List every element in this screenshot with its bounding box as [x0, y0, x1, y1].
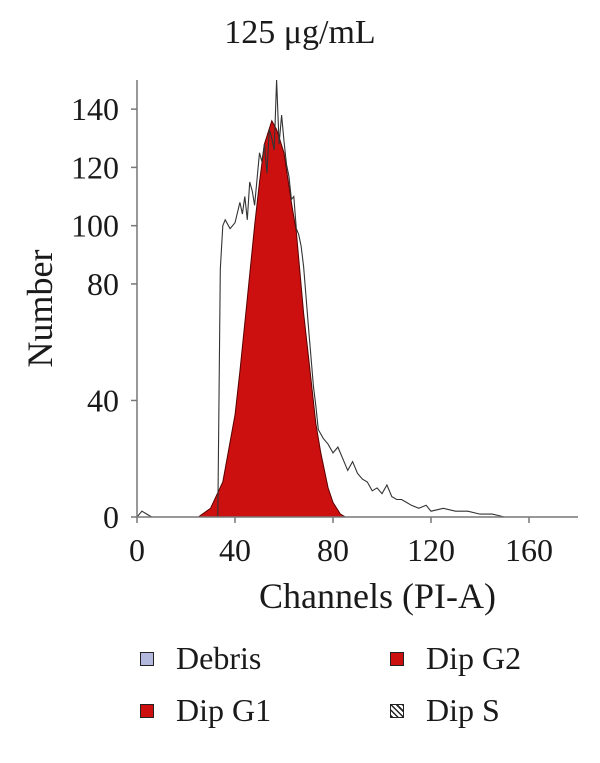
legend-item-dip-s: Dip S [390, 692, 500, 729]
legend-label-dip-g2: Dip G2 [426, 640, 522, 676]
legend-item-dip-g1: Dip G1 [140, 692, 271, 729]
legend-label-debris: Debris [176, 640, 262, 676]
x-tick-label-0: 0 [129, 532, 145, 568]
y-tick-label-80: 80 [87, 266, 119, 302]
y-tick-label-40: 40 [87, 382, 119, 418]
legend: Debris Dip G2 Dip G1 Dip S [140, 640, 580, 750]
y-tick-label-0: 0 [103, 499, 119, 535]
x-axis-label: Channels (PI-A) [259, 576, 496, 616]
legend-item-dip-g2: Dip G2 [390, 640, 521, 677]
y-axis-label: Number [20, 250, 60, 368]
x-tick-label-120: 120 [407, 532, 455, 568]
legend-swatch-dip-g2 [390, 651, 404, 666]
x-tick-label-40: 40 [219, 532, 251, 568]
y-tick-label-140: 140 [71, 91, 119, 127]
y-tick-label-120: 120 [71, 149, 119, 185]
legend-swatch-dip-g1 [140, 703, 154, 718]
series-histogram [136, 79, 578, 518]
legend-item-debris: Debris [140, 640, 261, 677]
chart-title: 125 μg/mL [224, 14, 376, 51]
y-tick-label-100: 100 [71, 208, 119, 244]
legend-label-dip-s: Dip S [426, 692, 500, 728]
legend-label-dip-g1: Dip G1 [176, 692, 272, 728]
x-tick-label-160: 160 [505, 532, 553, 568]
legend-swatch-dip-s [390, 703, 404, 718]
x-tick-label-80: 80 [317, 532, 349, 568]
series-dip-g1 [198, 119, 348, 518]
legend-swatch-debris [140, 651, 154, 666]
